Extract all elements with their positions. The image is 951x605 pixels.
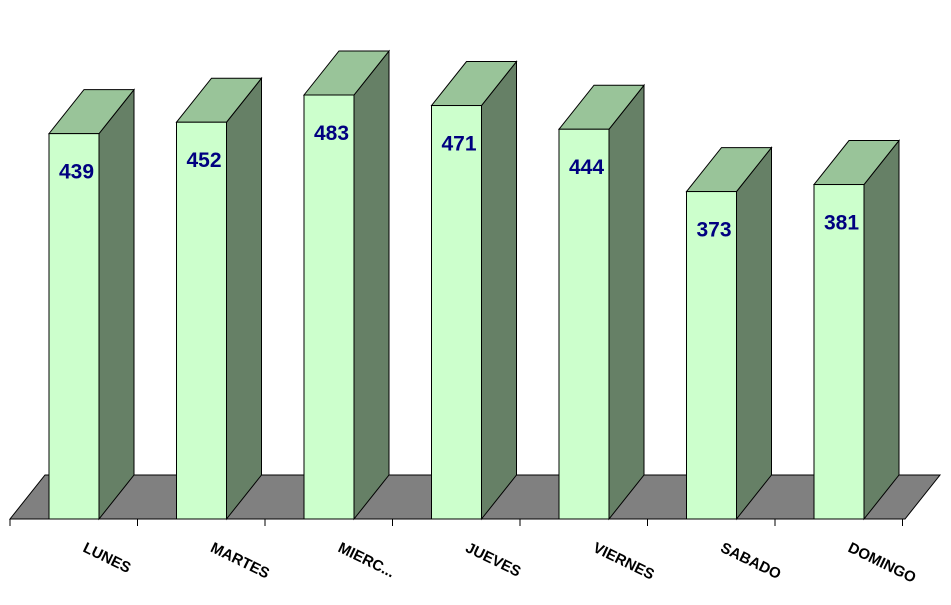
x-tick-label: MIERC... (335, 539, 397, 581)
bar-front (813, 184, 865, 520)
x-tick-label: LUNES (80, 539, 133, 577)
x-axis (9, 518, 905, 526)
bar-side (353, 49, 390, 521)
data-label: 483 (314, 122, 349, 145)
bar (175, 76, 263, 521)
bar (302, 49, 391, 521)
x-tick-labels: LUNES MARTES MIERC... JUEVES VIERNES SABADO DO… (80, 539, 919, 587)
bar (430, 60, 518, 521)
bar-front (176, 121, 227, 520)
x-tick-label: SABADO (718, 539, 784, 583)
x-tick-label: DOMINGO (845, 539, 919, 587)
data-label: 439 (59, 161, 94, 184)
bar-front (686, 191, 737, 520)
bar-front (48, 133, 100, 520)
bar-side (736, 146, 772, 521)
bar-side (863, 139, 900, 521)
data-labels: 439 452 483 471 444 373 381 (59, 122, 859, 242)
data-label: 471 (442, 133, 477, 156)
bar (557, 83, 646, 521)
x-tick-label: VIERNES (590, 539, 657, 583)
data-label: 444 (569, 156, 604, 179)
data-label: 373 (697, 219, 732, 242)
bar-side (481, 60, 517, 521)
data-label: 452 (187, 149, 222, 172)
bar-side (98, 88, 135, 521)
data-label: 381 (824, 212, 859, 235)
x-tick-label: JUEVES (463, 539, 524, 580)
bar-front (558, 128, 610, 520)
bar (812, 139, 901, 521)
bar-side (608, 83, 645, 521)
bar (685, 146, 773, 521)
bar (47, 88, 136, 521)
bar-front (303, 94, 355, 520)
bar-side (226, 76, 262, 521)
x-tick-label: MARTES (208, 539, 272, 582)
bars (47, 49, 901, 521)
bar-front (431, 105, 482, 520)
